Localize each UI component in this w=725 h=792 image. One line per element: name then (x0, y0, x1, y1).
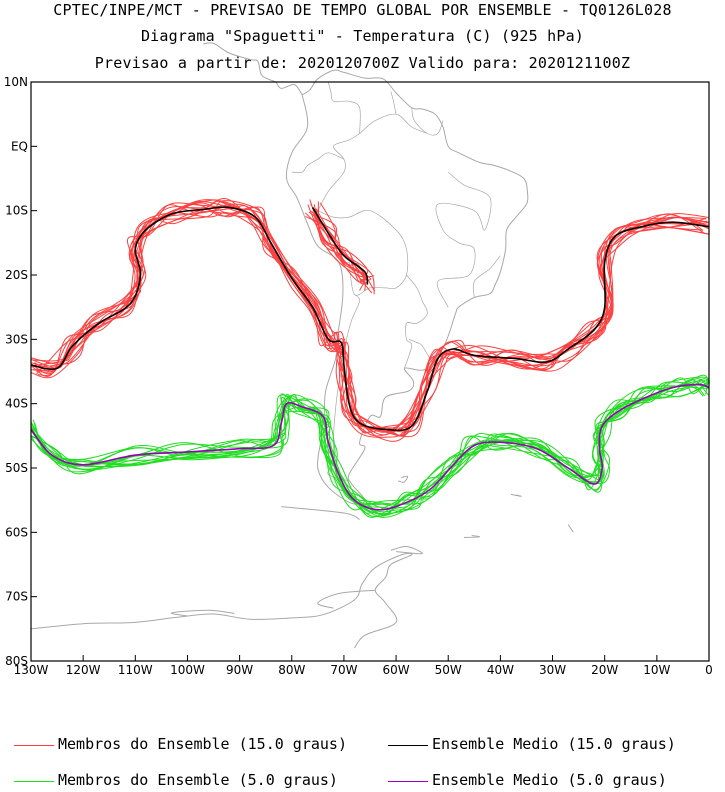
ensemble-member-15.0-0-10 (30, 198, 710, 436)
ensemble-member-5.0-0-1 (30, 378, 709, 518)
members-15-group (30, 198, 710, 442)
y-tick-label-8: 70S (5, 590, 28, 604)
coastline-6 (567, 524, 574, 533)
border-3 (408, 338, 433, 364)
legend-label-member15: Membros do Ensemble (15.0 graus) (58, 735, 347, 753)
x-tick-label-7: 60W (383, 663, 410, 677)
coastline-4 (398, 475, 409, 483)
border-6 (291, 152, 345, 173)
ensemble-member-15.0-0-14 (30, 206, 710, 431)
x-tick-label-0: 130W (14, 663, 49, 677)
coastline-9 (170, 609, 235, 617)
x-tick-label-2: 110W (118, 663, 153, 677)
mean-lines-group (30, 206, 710, 511)
members-5-group (30, 374, 710, 518)
legend-swatch-mean5 (388, 781, 428, 782)
border-2 (404, 274, 428, 369)
coastline-7 (30, 552, 413, 649)
x-tick-label-10: 30W (539, 663, 566, 677)
ensemble-member-5.0-0-8 (30, 378, 709, 505)
ensemble-mean-mean15-1 (311, 206, 369, 285)
y-tick-label-2: 10S (5, 204, 28, 218)
legend-label-member5: Membros do Ensemble (5.0 graus) (58, 771, 338, 789)
y-tick-label-4: 30S (5, 332, 28, 346)
coastline-8 (317, 589, 376, 609)
y-tick-label-3: 20S (5, 268, 28, 282)
y-tick-label-0: 10N (4, 75, 28, 89)
coastline-2 (275, 81, 303, 96)
legend-swatch-member5 (14, 781, 54, 782)
x-tick-label-13: 0 (705, 663, 713, 677)
legend-swatch-mean15 (388, 745, 428, 746)
ensemble-member-5.0-0-14 (30, 378, 710, 518)
x-tick-label-4: 90W (226, 663, 253, 677)
ensemble-member-15.0-1-11 (310, 203, 367, 283)
border-8 (390, 91, 397, 115)
x-tick-label-11: 20W (591, 663, 618, 677)
border-5 (317, 113, 428, 211)
coastline-10 (390, 545, 423, 555)
chart-title-line-2: Diagrama "Spaguetti" - Temperatura (C) (… (140, 27, 585, 45)
legend-swatch-member15 (14, 745, 54, 746)
legend-label-mean15: Ensemble Medio (15.0 graus) (432, 735, 676, 753)
y-tick-label-7: 60S (5, 525, 28, 539)
ensemble-member-15.0-1-6 (319, 202, 372, 281)
coastline-1 (203, 42, 277, 83)
y-tick-label-5: 40S (5, 397, 28, 411)
y-tick-label-9: 80S (5, 654, 28, 668)
basemap-coastlines (30, 42, 574, 649)
legend-label-mean5: Ensemble Medio (5.0 graus) (432, 771, 667, 789)
x-tick-label-3: 100W (170, 663, 205, 677)
plot-frame (30, 81, 710, 662)
ensemble-member-15.0-0-3 (36, 212, 710, 437)
ensemble-member-5.0-0-2 (30, 376, 710, 511)
ensemble-mean-mean5-0 (30, 383, 710, 511)
x-tick-label-6: 70W (330, 663, 357, 677)
y-tick-label-1: EQ (11, 139, 28, 153)
ensemble-member-15.0-1-10 (315, 208, 369, 277)
ensemble-member-5.0-0-13 (32, 380, 706, 512)
x-tick-label-1: 120W (66, 663, 101, 677)
coastline-11 (463, 535, 481, 538)
axis-ticks: 130W 120W 110W 100W 90W 80W 70W 60W 50W 40W 30W 20W… (4, 75, 713, 677)
chart-title-line-1: CPTEC/INPE/MCT - PREVISAO DE TEMPO GLOBA… (53, 1, 672, 19)
x-tick-label-5: 80W (278, 663, 305, 677)
coastline-5 (510, 493, 522, 497)
ensemble-member-15.0-0-6 (30, 202, 707, 433)
y-tick-label-6: 50S (5, 461, 28, 475)
ensemble-mean-mean15-0 (30, 206, 710, 432)
x-tick-label-8: 50W (435, 663, 462, 677)
x-tick-label-9: 40W (487, 663, 514, 677)
border-9 (411, 107, 444, 136)
chart-title-line-3: Previsao a partir de: 2020120700Z Valido… (94, 54, 631, 72)
x-tick-label-12: 10W (643, 663, 670, 677)
coastline-3 (281, 506, 360, 520)
border-11 (472, 255, 501, 298)
ensemble-member-15.0-0-13 (32, 202, 709, 437)
border-10 (435, 171, 492, 308)
ensemble-member-15.0-1-12 (317, 201, 375, 295)
border-7 (327, 81, 361, 134)
ensemble-member-15.0-0-12 (36, 199, 710, 437)
